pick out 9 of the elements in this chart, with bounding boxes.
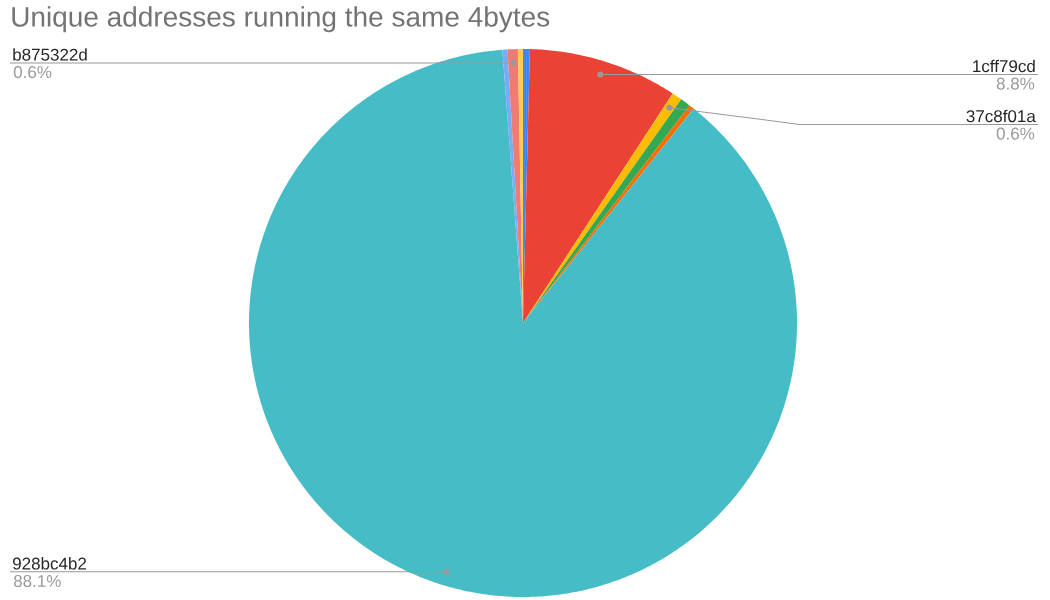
slice-label: 1cff79cd (973, 59, 1035, 73)
slice-label: 37c8f01a (966, 109, 1036, 123)
slice-label: 928bc4b2 (13, 557, 87, 570)
data-label: 0.6% (996, 127, 1035, 140)
chart-title: Unique addresses running the same 4bytes (12, 6, 550, 33)
data-label: 88.1% (13, 575, 61, 588)
data-label: 0.6% (13, 66, 52, 79)
data-label: 8.8% (996, 77, 1035, 90)
slice-label: b875322d (13, 48, 87, 61)
